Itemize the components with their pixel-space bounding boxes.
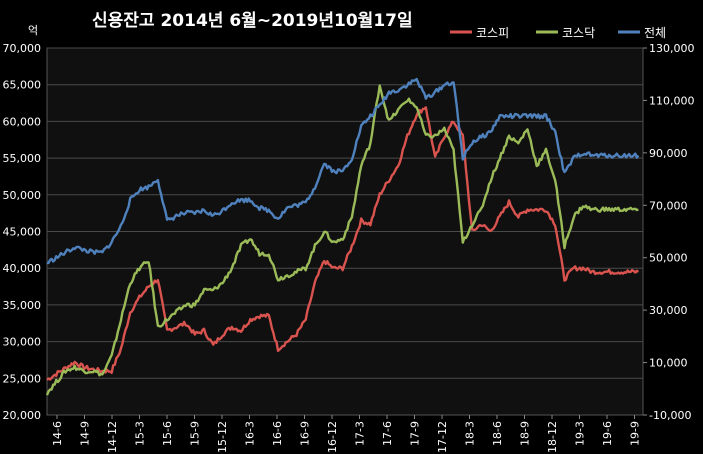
legend-label-3: 전체 — [644, 26, 666, 40]
chart-legend: 코스피 코스닥 전체 — [450, 26, 666, 40]
right-axis-tick-label: 110,000 — [649, 94, 695, 107]
x-axis-tick-label: 18-3 — [464, 421, 477, 446]
legend-label-1: 코스피 — [476, 26, 509, 40]
left-axis-tick-label: 25,000 — [3, 372, 42, 385]
x-axis-tick-label: 15-12 — [216, 421, 229, 453]
x-axis-tick-label: 19-6 — [601, 421, 614, 446]
x-axis-tick-label: 16-6 — [271, 421, 284, 446]
x-axis-tick-label: 18-6 — [491, 421, 504, 446]
left-axis-tick-label: 40,000 — [3, 262, 42, 275]
right-axis-tick-label: 30,000 — [649, 304, 688, 317]
chart-axes: 20,000 25,000 30,000 35,000 40,000 45,000 50,0… — [3, 42, 695, 453]
left-axis-tick-label: 30,000 — [3, 336, 42, 349]
right-axis-tick-label: 90,000 — [649, 147, 688, 160]
x-axis-tick-label: 16-3 — [244, 421, 257, 446]
x-axis-tick-label: 17-3 — [354, 421, 367, 446]
left-axis-tick-label: 35,000 — [3, 299, 42, 312]
left-axis-tick-label: 55,000 — [3, 152, 42, 165]
left-axis-tick-label: 65,000 — [3, 79, 42, 92]
left-axis-unit: 억 — [28, 24, 38, 37]
right-axis-tick-label: 50,000 — [649, 252, 688, 265]
x-axis-tick-label: 17-12 — [436, 421, 449, 453]
right-axis-tick-label: 130,000 — [649, 42, 695, 55]
right-axis-tick-label: 10,000 — [649, 357, 688, 370]
left-axis-tick-label: 60,000 — [3, 115, 42, 128]
x-axis-tick-label: 14-12 — [106, 421, 119, 453]
x-axis-tick-label: 15-9 — [189, 421, 202, 446]
x-axis-tick-label: 16-9 — [299, 421, 312, 446]
series-line-2 — [45, 84, 639, 396]
legend-label-2: 코스닥 — [562, 26, 595, 40]
x-axis-tick-label: 19-9 — [629, 421, 642, 446]
x-axis-tick-label: 15-6 — [161, 421, 174, 446]
series-line-3 — [46, 77, 640, 265]
x-axis-tick-label: 16-12 — [326, 421, 339, 453]
left-axis-tick-label: 20,000 — [3, 409, 42, 422]
x-axis-tick-label: 17-9 — [409, 421, 422, 446]
left-axis-tick-label: 50,000 — [3, 189, 42, 202]
x-axis-tick-label: 17-6 — [381, 421, 394, 446]
x-axis-tick-label: 14-6 — [51, 421, 64, 446]
chart-series — [45, 77, 640, 396]
chart-title: 신용잔고 2014년 6월~2019년10월17일 — [92, 11, 413, 31]
x-axis-tick-label: 14-9 — [79, 421, 92, 446]
series-line-1 — [46, 106, 640, 381]
x-axis-tick-label: 19-3 — [574, 421, 587, 446]
x-axis-tick-label: 15-3 — [134, 421, 147, 446]
left-axis-tick-label: 45,000 — [3, 226, 42, 239]
left-axis-tick-label: 70,000 — [3, 42, 42, 55]
right-axis-tick-label: 70,000 — [649, 199, 688, 212]
x-axis-tick-label: 18-9 — [519, 421, 532, 446]
right-axis-tick-label: -10,000 — [649, 409, 691, 422]
x-axis-tick-label: 18-12 — [546, 421, 559, 453]
